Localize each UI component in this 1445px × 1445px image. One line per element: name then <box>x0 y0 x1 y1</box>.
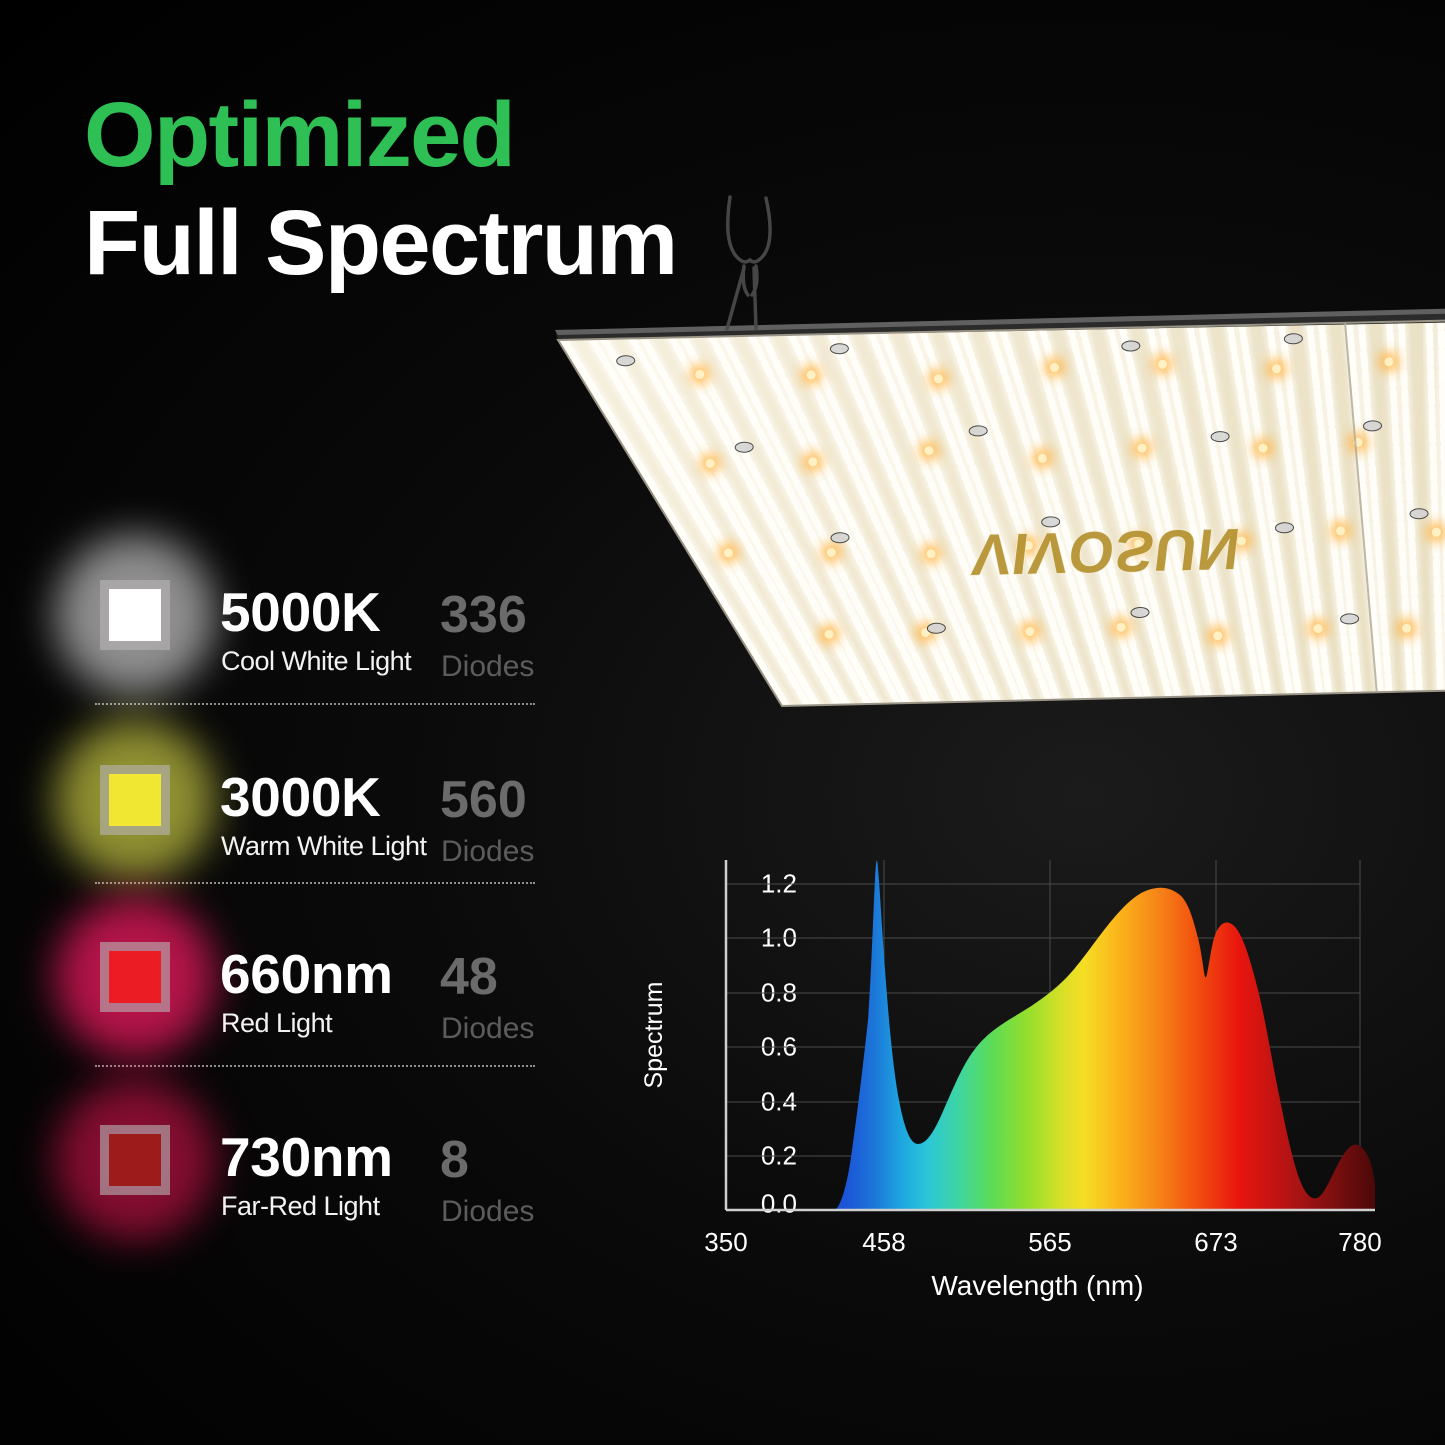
svg-text:VIVOSUN: VIVOSUN <box>969 516 1245 587</box>
